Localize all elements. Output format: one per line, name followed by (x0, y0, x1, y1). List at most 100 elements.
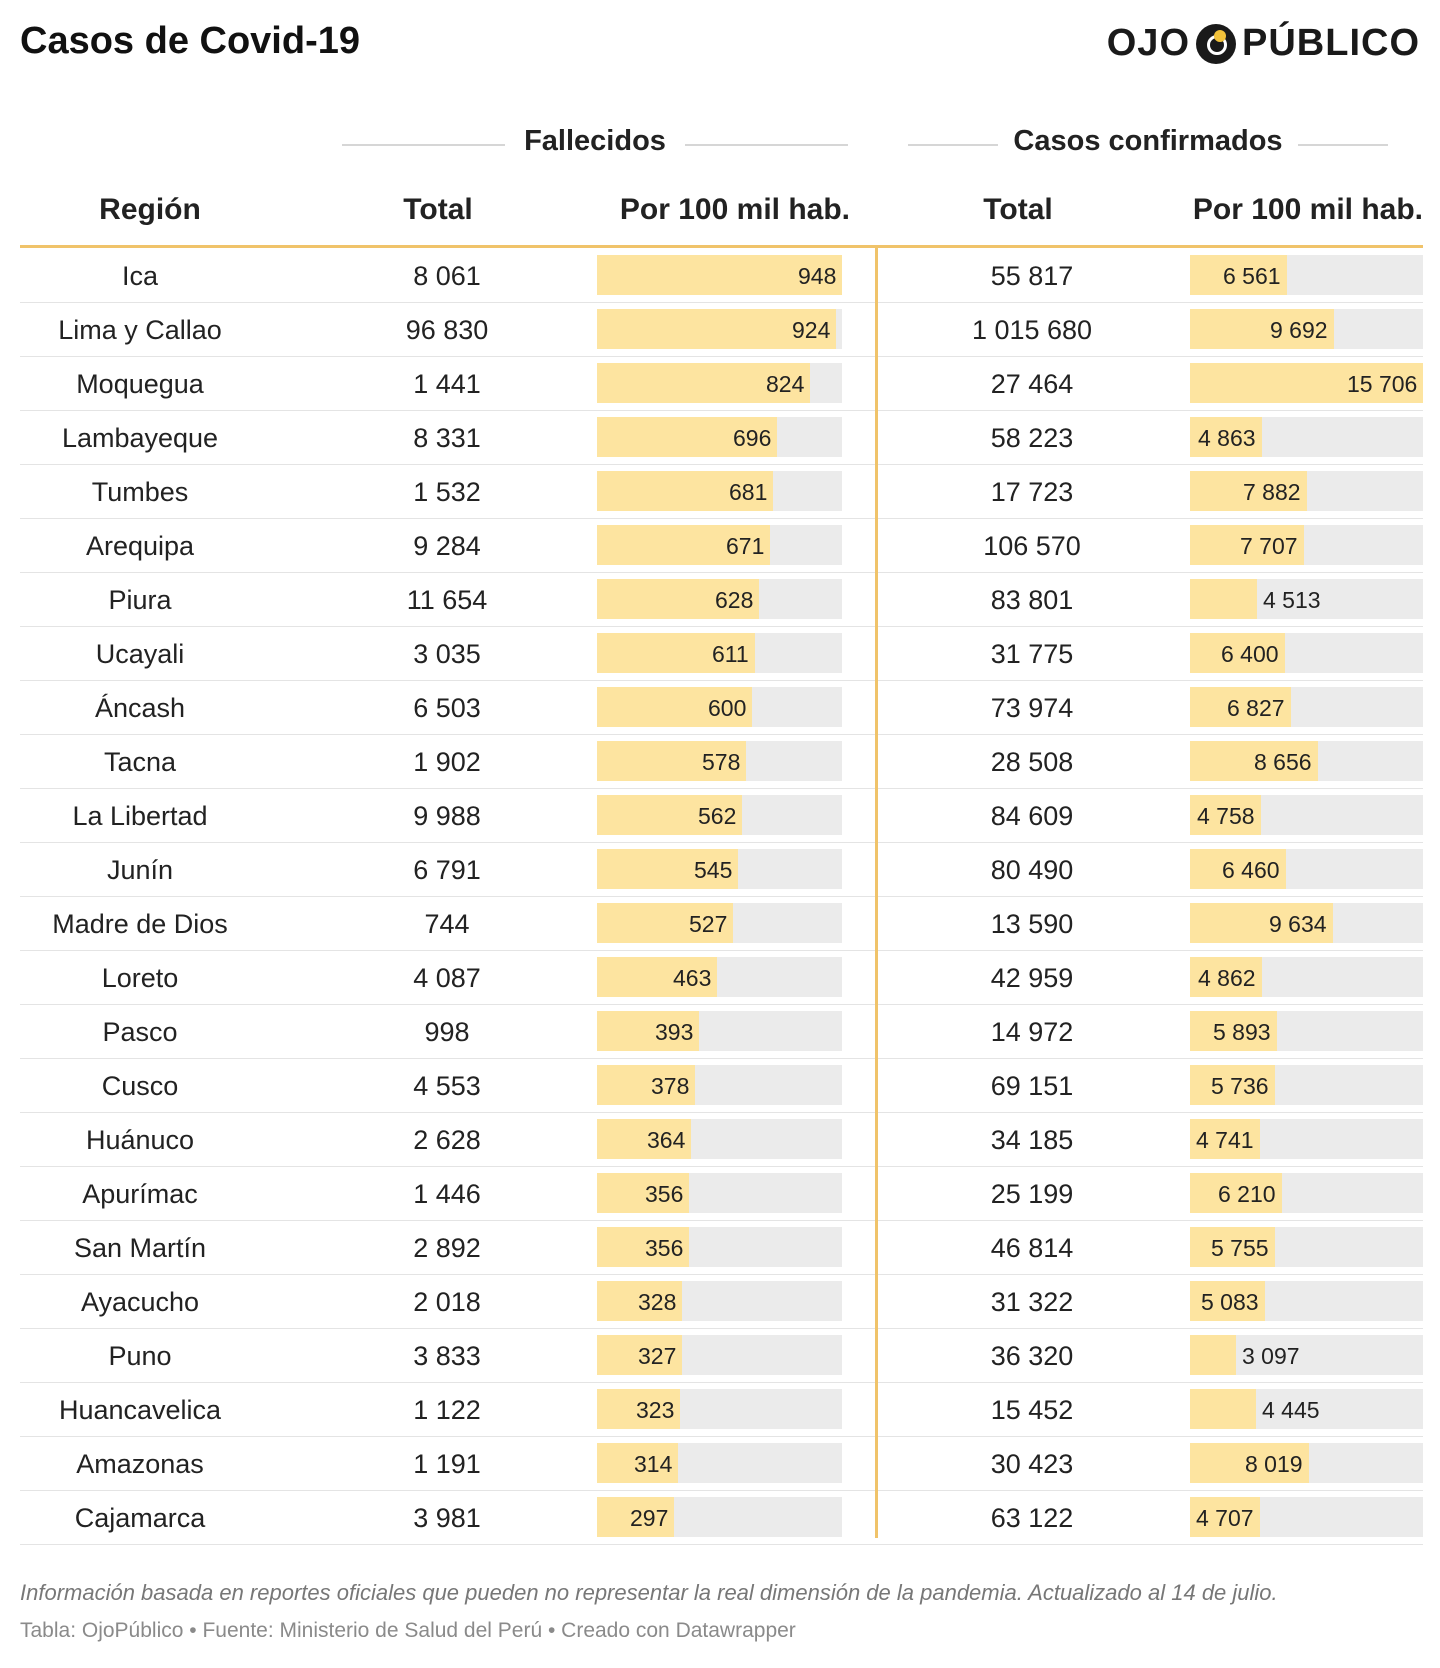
fallecidos-rate-bar-track: 611 (597, 633, 842, 673)
table-row[interactable]: Tacna 1 902 28 508 578 8 656 (20, 734, 1423, 789)
table-row[interactable]: Lambayeque 8 331 58 223 696 4 863 (20, 410, 1423, 465)
fallecidos-rate-bar-track: 393 (597, 1011, 842, 1051)
table-row[interactable]: Huánuco 2 628 34 185 364 4 741 (20, 1112, 1423, 1167)
table-row[interactable]: Pasco 998 14 972 393 5 893 (20, 1004, 1423, 1059)
table-row[interactable]: Arequipa 9 284 106 570 671 7 707 (20, 518, 1423, 573)
fallecidos-rate-bar-label: 527 (689, 911, 728, 937)
table-row[interactable]: Madre de Dios 744 13 590 527 9 634 (20, 896, 1423, 951)
table-row[interactable]: Junín 6 791 80 490 545 6 460 (20, 842, 1423, 897)
casos-rate-bar (1190, 1119, 1260, 1159)
region-cell: Loreto (101, 963, 179, 993)
table-row[interactable]: La Libertad 9 988 84 609 562 4 758 (20, 788, 1423, 843)
fallecidos-rate-bar-label: 948 (798, 263, 837, 289)
table-row[interactable]: Áncash 6 503 73 974 600 6 827 (20, 680, 1423, 735)
table-row[interactable]: Amazonas 1 191 30 423 314 8 019 (20, 1436, 1423, 1491)
fallecidos-total-cell: 1 532 (413, 477, 481, 507)
table-row[interactable]: Cajamarca 3 981 63 122 297 4 707 (20, 1490, 1423, 1545)
casos-rate-bar-track: 4 445 (1190, 1389, 1423, 1429)
table-row[interactable]: Puno 3 833 36 320 327 3 097 (20, 1328, 1423, 1383)
casos-total-cell: 31 322 (990, 1287, 1074, 1317)
casos-total-cell: 31 775 (990, 639, 1074, 669)
region-cell: Cusco (101, 1071, 179, 1101)
region-cell: Apurímac (82, 1179, 198, 1209)
fallecidos-total-cell: 1 191 (413, 1449, 481, 1479)
region-cell: Huancavelica (58, 1395, 222, 1425)
casos-total-cell: 25 199 (990, 1179, 1074, 1209)
casos-rate-bar (1190, 1443, 1309, 1483)
region-cell: Cajamarca (74, 1503, 206, 1533)
table-row[interactable]: Apurímac 1 446 25 199 356 6 210 (20, 1166, 1423, 1221)
casos-rate-bar-label: 4 445 (1262, 1397, 1320, 1423)
fallecidos-total-cell: 11 654 (406, 585, 488, 615)
fallecidos-rate-bar (597, 1497, 674, 1537)
source-credit: Tabla: OjoPúblico • Fuente: Ministerio d… (20, 1619, 796, 1642)
fallecidos-rate-bar-label: 463 (673, 965, 712, 991)
fallecidos-rate-bar (597, 903, 733, 943)
fallecidos-total-cell: 96 830 (405, 315, 489, 345)
region-cell: Arequipa (85, 531, 195, 561)
fallecidos-rate-bar (597, 525, 770, 565)
casos-rate-bar-track: 4 707 (1190, 1497, 1423, 1537)
fallecidos-rate-bar (597, 363, 810, 403)
fallecidos-rate-bar-label: 681 (729, 479, 768, 505)
column-header-fallecidos-total[interactable]: Total (403, 193, 473, 226)
casos-rate-bar (1190, 1389, 1256, 1429)
region-cell: San Martín (73, 1233, 207, 1263)
table-row[interactable]: Ayacucho 2 018 31 322 328 5 083 (20, 1274, 1423, 1329)
casos-rate-bar (1190, 849, 1286, 889)
column-header-region[interactable]: Región (99, 193, 201, 226)
table-row[interactable]: Huancavelica 1 122 15 452 323 4 445 (20, 1382, 1423, 1437)
casos-rate-bar (1190, 471, 1307, 511)
fallecidos-rate-bar-label: 328 (638, 1289, 677, 1315)
group-divider-left (342, 144, 505, 146)
casos-rate-bar-label: 5 893 (1213, 1019, 1271, 1045)
casos-rate-bar-track: 6 561 (1190, 255, 1423, 295)
table-row[interactable]: Ica 8 061 55 817 948 6 561 (20, 248, 1423, 303)
casos-rate-bar (1190, 579, 1257, 619)
table-row[interactable]: San Martín 2 892 46 814 356 5 755 (20, 1220, 1423, 1275)
fallecidos-rate-bar-track: 681 (597, 471, 842, 511)
casos-rate-bar-track: 5 736 (1190, 1065, 1423, 1105)
casos-rate-bar (1190, 525, 1304, 565)
column-header-casos-total[interactable]: Total (983, 193, 1053, 226)
fallecidos-rate-bar-track: 924 (597, 309, 842, 349)
fallecidos-rate-bar-track: 696 (597, 417, 842, 457)
casos-rate-bar (1190, 903, 1333, 943)
casos-total-cell: 17 723 (990, 477, 1074, 507)
table-row[interactable]: Cusco 4 553 69 151 378 5 736 (20, 1058, 1423, 1113)
casos-rate-bar-label: 5 736 (1211, 1073, 1269, 1099)
casos-rate-bar-label: 7 882 (1243, 479, 1301, 505)
table-row[interactable]: Moquegua 1 441 27 464 824 15 706 (20, 356, 1423, 411)
casos-total-cell: 27 464 (990, 369, 1074, 399)
fallecidos-rate-bar (597, 741, 746, 781)
region-cell: Puno (108, 1341, 172, 1371)
fallecidos-rate-bar-track: 527 (597, 903, 842, 943)
table-row[interactable]: Lima y Callao 96 830 1 015 680 924 9 692 (20, 302, 1423, 357)
casos-total-cell: 83 801 (990, 585, 1074, 615)
fallecidos-rate-bar-label: 314 (634, 1451, 673, 1477)
group-divider-right (908, 144, 998, 146)
casos-rate-bar (1190, 795, 1261, 835)
table-row[interactable]: Tumbes 1 532 17 723 681 7 882 (20, 464, 1423, 519)
table-row[interactable]: Ucayali 3 035 31 775 611 6 400 (20, 626, 1423, 681)
fallecidos-rate-bar (597, 417, 777, 457)
column-header-casos-rate[interactable]: Por 100 mil hab. (1192, 193, 1423, 226)
casos-rate-bar-label: 5 755 (1211, 1235, 1269, 1261)
fallecidos-rate-bar-label: 578 (702, 749, 741, 775)
fallecidos-total-cell: 9 284 (413, 531, 481, 561)
fallecidos-total-cell: 3 035 (413, 639, 481, 669)
casos-rate-bar-label: 6 561 (1223, 263, 1281, 289)
fallecidos-rate-bar (597, 1173, 689, 1213)
casos-total-cell: 73 974 (990, 693, 1074, 723)
fallecidos-total-cell: 1 902 (413, 747, 481, 777)
table-row[interactable]: Piura 11 654 83 801 628 4 513 (20, 572, 1423, 627)
casos-total-cell: 46 814 (990, 1233, 1074, 1263)
casos-rate-bar-label: 15 706 (1347, 371, 1418, 397)
table-row[interactable]: Loreto 4 087 42 959 463 4 862 (20, 950, 1423, 1005)
ojo-publico-logo[interactable]: OJO PÚBLICO (1107, 22, 1420, 65)
fallecidos-rate-bar-label: 378 (651, 1073, 690, 1099)
casos-total-cell: 1 015 680 (971, 315, 1093, 345)
fallecidos-rate-bar-track: 378 (597, 1065, 842, 1105)
casos-rate-bar (1190, 1497, 1260, 1537)
column-header-fallecidos-rate[interactable]: Por 100 mil hab. (619, 193, 850, 226)
